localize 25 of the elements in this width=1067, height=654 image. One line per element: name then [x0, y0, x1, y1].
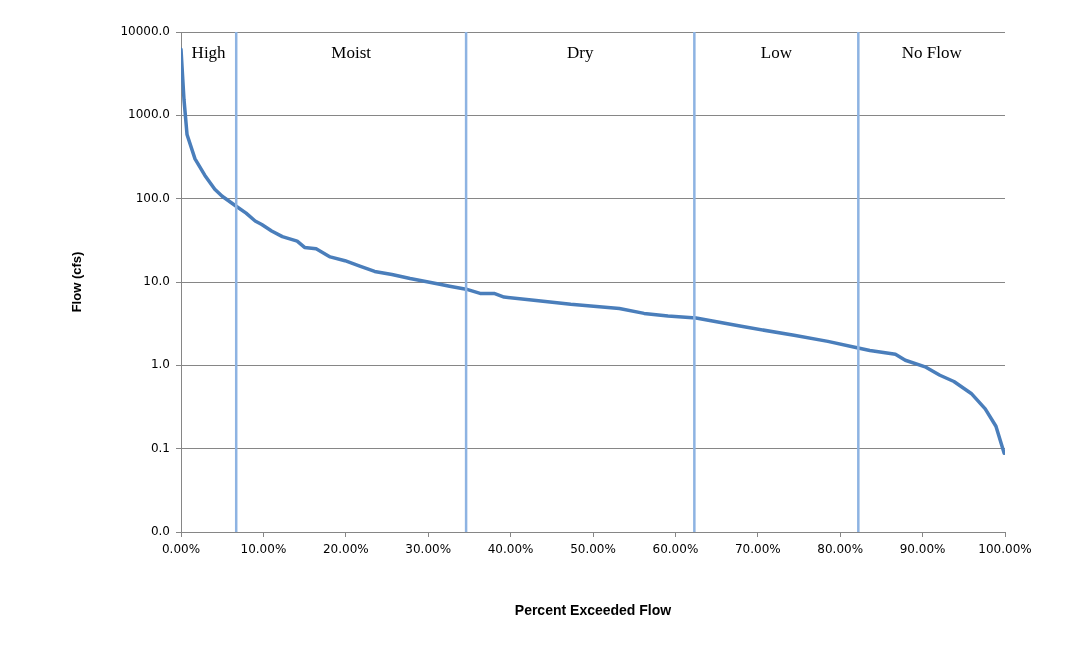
annotation: No Flow: [901, 43, 963, 63]
x-tick-label: 40.00%: [487, 542, 534, 557]
annotation: Moist: [331, 43, 372, 63]
annotation: Low: [760, 43, 793, 63]
annotation: Dry: [567, 43, 594, 63]
y-tick-label: 0.1: [150, 440, 170, 455]
x-tick-label: 90.00%: [899, 542, 946, 557]
x-tick-label: 70.00%: [734, 542, 781, 557]
y-tick-label: 1.0: [150, 357, 170, 372]
y-tick-label: 10000.0: [120, 24, 170, 39]
x-tick-label: 30.00%: [405, 542, 452, 557]
x-tick-label: 20.00%: [322, 542, 369, 557]
y-tick-label: 0.0: [150, 524, 170, 539]
y-axis-title: Flow (cfs): [69, 251, 85, 313]
x-tick-label: 50.00%: [570, 542, 616, 557]
y-tick-label: 10.0: [143, 274, 170, 289]
y-tick-label: 100.0: [135, 190, 170, 205]
x-tick-label: 80.00%: [817, 542, 864, 557]
x-tick-label: 100.00%: [978, 542, 1032, 557]
x-tick-label: 0.00%: [161, 542, 201, 557]
y-tick-label: 1000.0: [128, 107, 170, 122]
x-tick-label: 60.00%: [652, 542, 699, 557]
x-tick-label: 10.00%: [240, 542, 287, 557]
annotation: High: [191, 43, 227, 63]
x-axis-title: Percent Exceeded Flow: [514, 602, 672, 619]
